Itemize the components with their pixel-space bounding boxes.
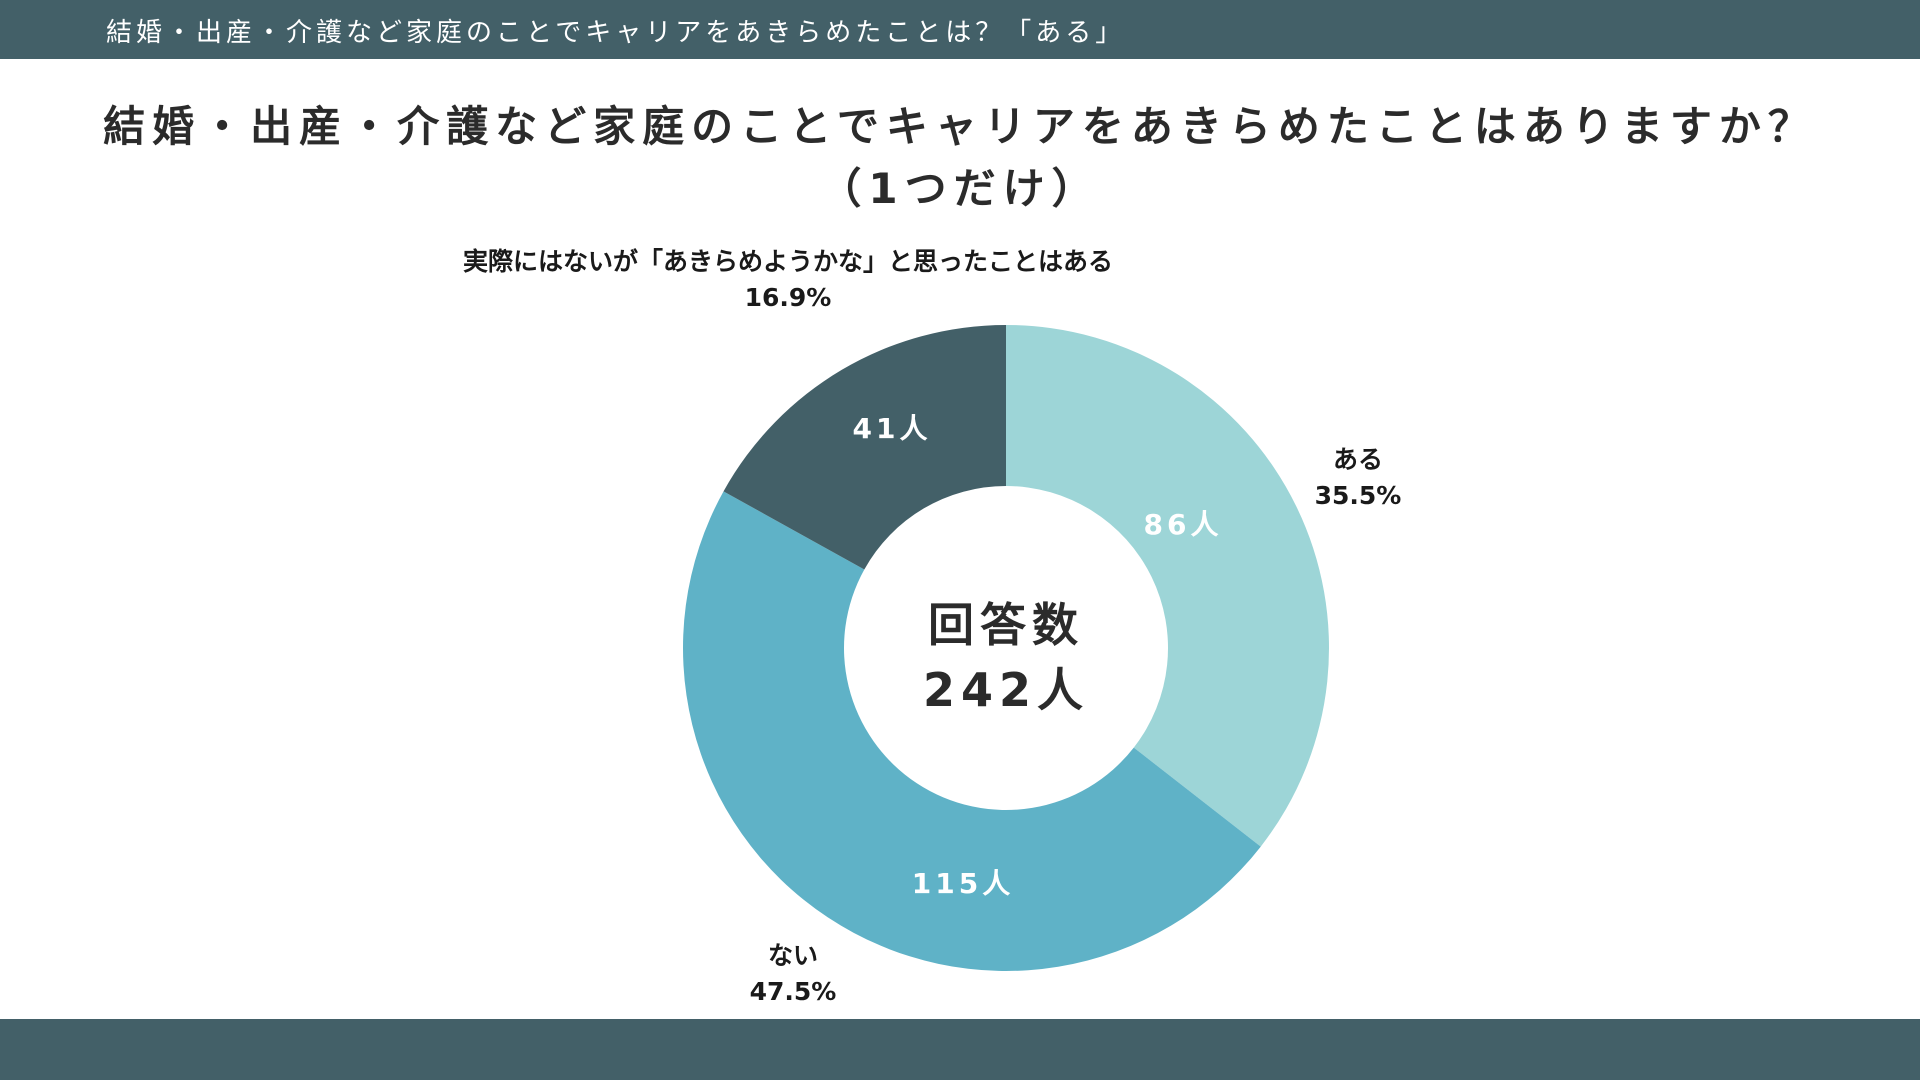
footer-bar [0, 1019, 1920, 1080]
slice-1 [683, 491, 1261, 971]
slice-0 [1006, 325, 1329, 847]
slice-percent-label: 16.9% [745, 283, 832, 312]
slice-percent-label: 35.5% [1315, 481, 1402, 510]
donut-slices [683, 325, 1329, 971]
slice-count-label: 41人 [853, 412, 932, 445]
slice-2 [723, 325, 1006, 570]
slice-percent-label: 47.5% [750, 977, 837, 1006]
slice-count-label: 86人 [1144, 508, 1223, 541]
slice-count-label: 115人 [912, 867, 1014, 900]
slice-category-label: ない [768, 941, 818, 970]
chart-subtitle: （1つだけ） [819, 164, 1101, 213]
center-label: 回答数 [928, 598, 1084, 652]
chart-title: 結婚・出産・介護など家庭のことでキャリアをあきらめたことはありますか？ [103, 102, 1817, 151]
center-total: 242人 [923, 663, 1089, 717]
header-bar: 結婚・出産・介護など家庭のことでキャリアをあきらめたことは？「ある」 [0, 0, 1920, 59]
slice-category-label: ある [1333, 445, 1383, 474]
header-banner-text: 結婚・出産・介護など家庭のことでキャリアをあきらめたことは？「ある」 [106, 18, 1126, 48]
slice-category-label: 実際にはないが「あきらめようかな」と思ったことはある [463, 247, 1113, 276]
